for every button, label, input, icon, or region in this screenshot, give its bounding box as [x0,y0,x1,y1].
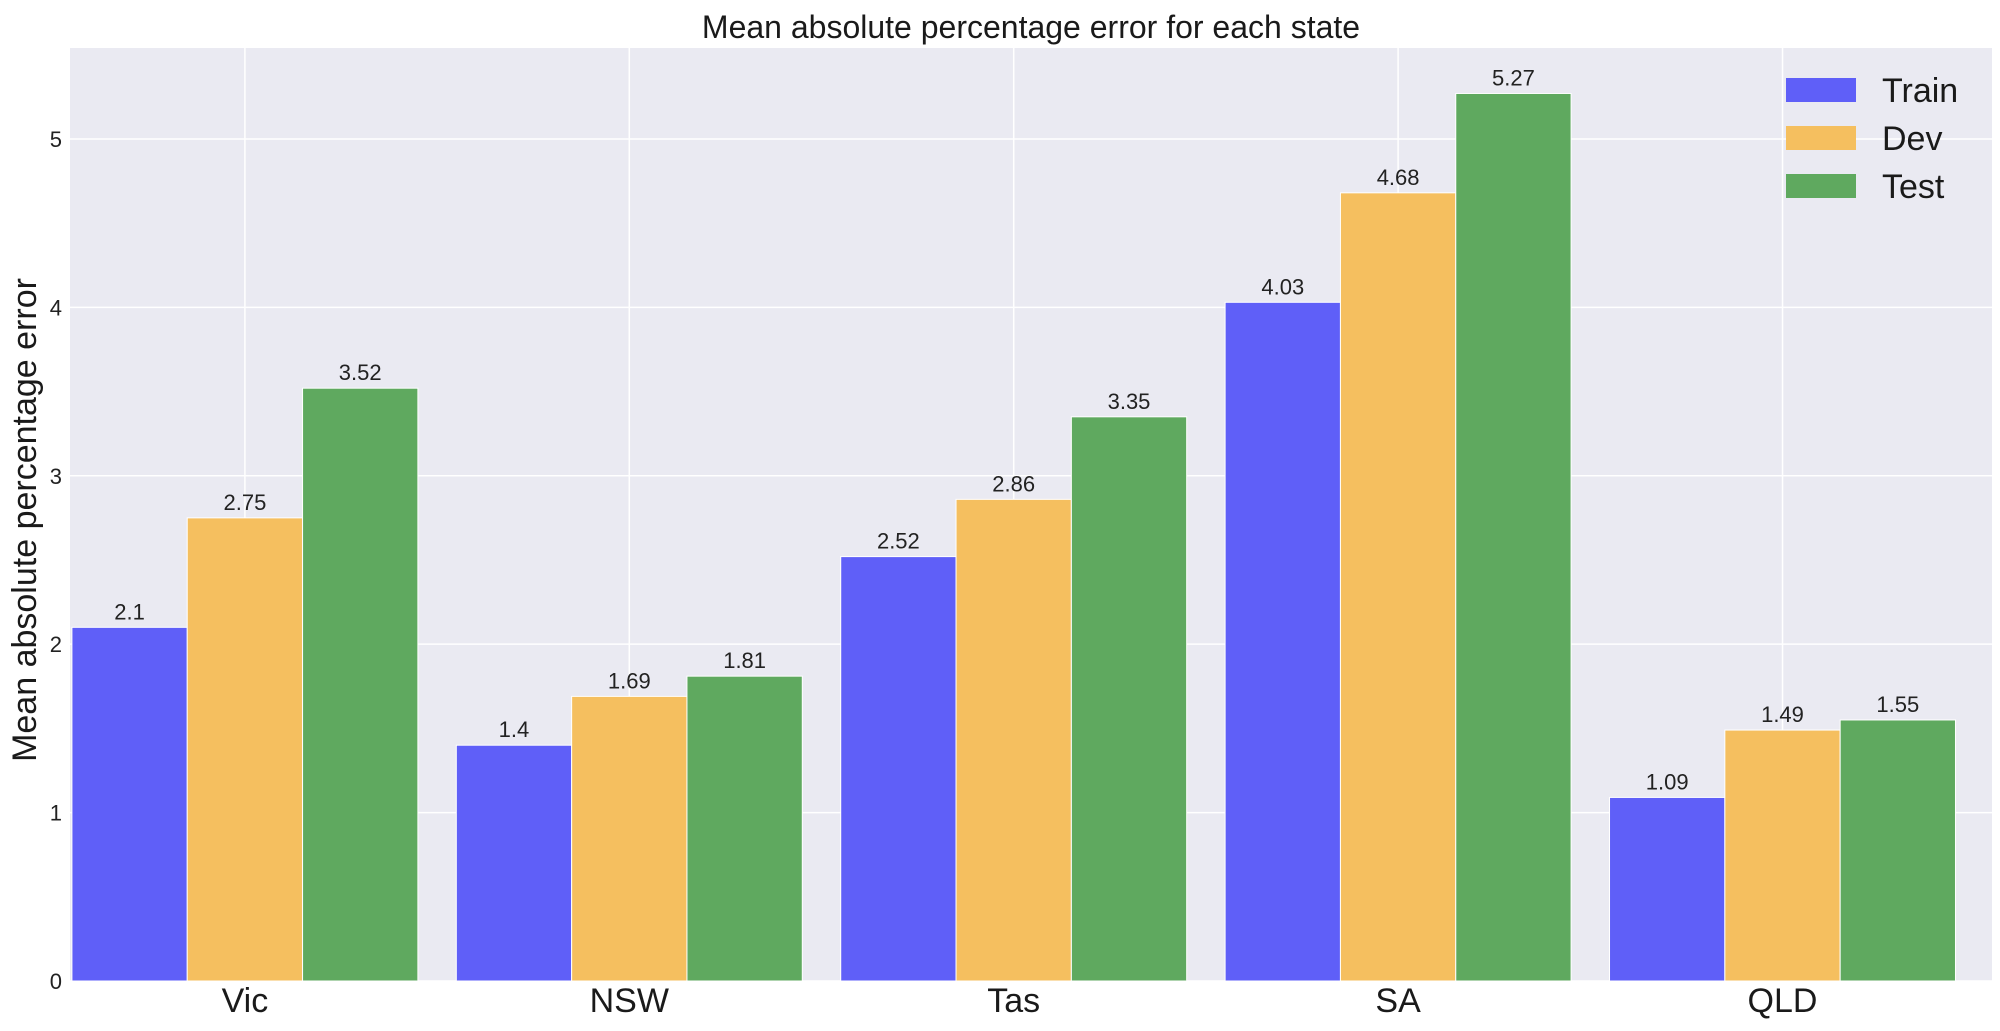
bar-value-label: 2.52 [877,529,920,554]
bar-value-label: 5.27 [1492,65,1535,90]
x-tick-labels: Vic NSW Tas SA QLD [222,982,1818,1020]
legend-label: Test [1882,168,1945,206]
bar-value-label: 2.75 [223,490,266,515]
y-tick-label: 1 [50,801,62,826]
bar-dev-qld [1724,729,1841,982]
bars [71,92,1956,982]
bar-dev-vic [186,517,304,982]
bar-train-qld [1609,796,1726,982]
bar-labels: 2.1 1.4 2.52 4.03 1.09 2.75 1.69 2.86 4.68 1.49 3.… [114,65,1919,794]
bar-value-label: 1.09 [1646,769,1689,794]
bar-test-sa [1455,92,1572,982]
bar-value-label: 4.68 [1377,165,1420,190]
bar-value-label: 4.03 [1261,274,1304,299]
legend-swatch-train [1786,78,1856,102]
y-tick-label: 4 [50,295,62,320]
x-tick-label: SA [1375,982,1421,1020]
bar-test-tas [1070,416,1188,982]
x-tick-label: QLD [1748,982,1818,1020]
y-tick-labels: 0 1 2 3 4 5 [50,127,62,994]
y-tick-label: 0 [50,969,62,994]
chart-title: Mean absolute percentage error for each … [702,9,1360,45]
bar-value-label: 3.52 [339,360,382,385]
bar-test-vic [302,387,419,982]
bar-train-vic [71,626,188,982]
bar-train-nsw [455,744,573,982]
bar-value-label: 1.4 [499,717,530,742]
bar-test-qld [1839,719,1956,982]
legend-swatch-test [1786,174,1856,198]
x-tick-label: Vic [222,982,269,1020]
y-tick-label: 3 [50,464,62,489]
legend-label: Train [1882,72,1958,110]
bar-value-label: 2.1 [114,599,145,624]
bar-value-label: 1.49 [1761,702,1804,727]
y-tick-label: 2 [50,632,62,657]
bar-dev-nsw [571,695,688,982]
bar-value-label: 1.55 [1876,692,1919,717]
x-tick-label: Tas [987,982,1040,1020]
x-tick-label: NSW [590,982,669,1020]
bar-test-nsw [686,675,803,982]
legend-swatch-dev [1786,126,1856,150]
bar-value-label: 2.86 [992,471,1035,496]
bar-dev-tas [955,498,1072,982]
bar-value-label: 3.35 [1108,389,1151,414]
legend-label: Dev [1882,120,1942,158]
bar-train-sa [1224,301,1341,982]
bar-value-label: 1.81 [723,648,766,673]
y-tick-label: 5 [50,127,62,152]
y-axis-label: Mean absolute percentage error [6,278,44,762]
bar-train-tas [840,556,957,982]
bar-value-label: 1.69 [608,668,651,693]
legend: Train Dev Test [1786,72,1958,206]
bar-dev-sa [1339,192,1457,982]
